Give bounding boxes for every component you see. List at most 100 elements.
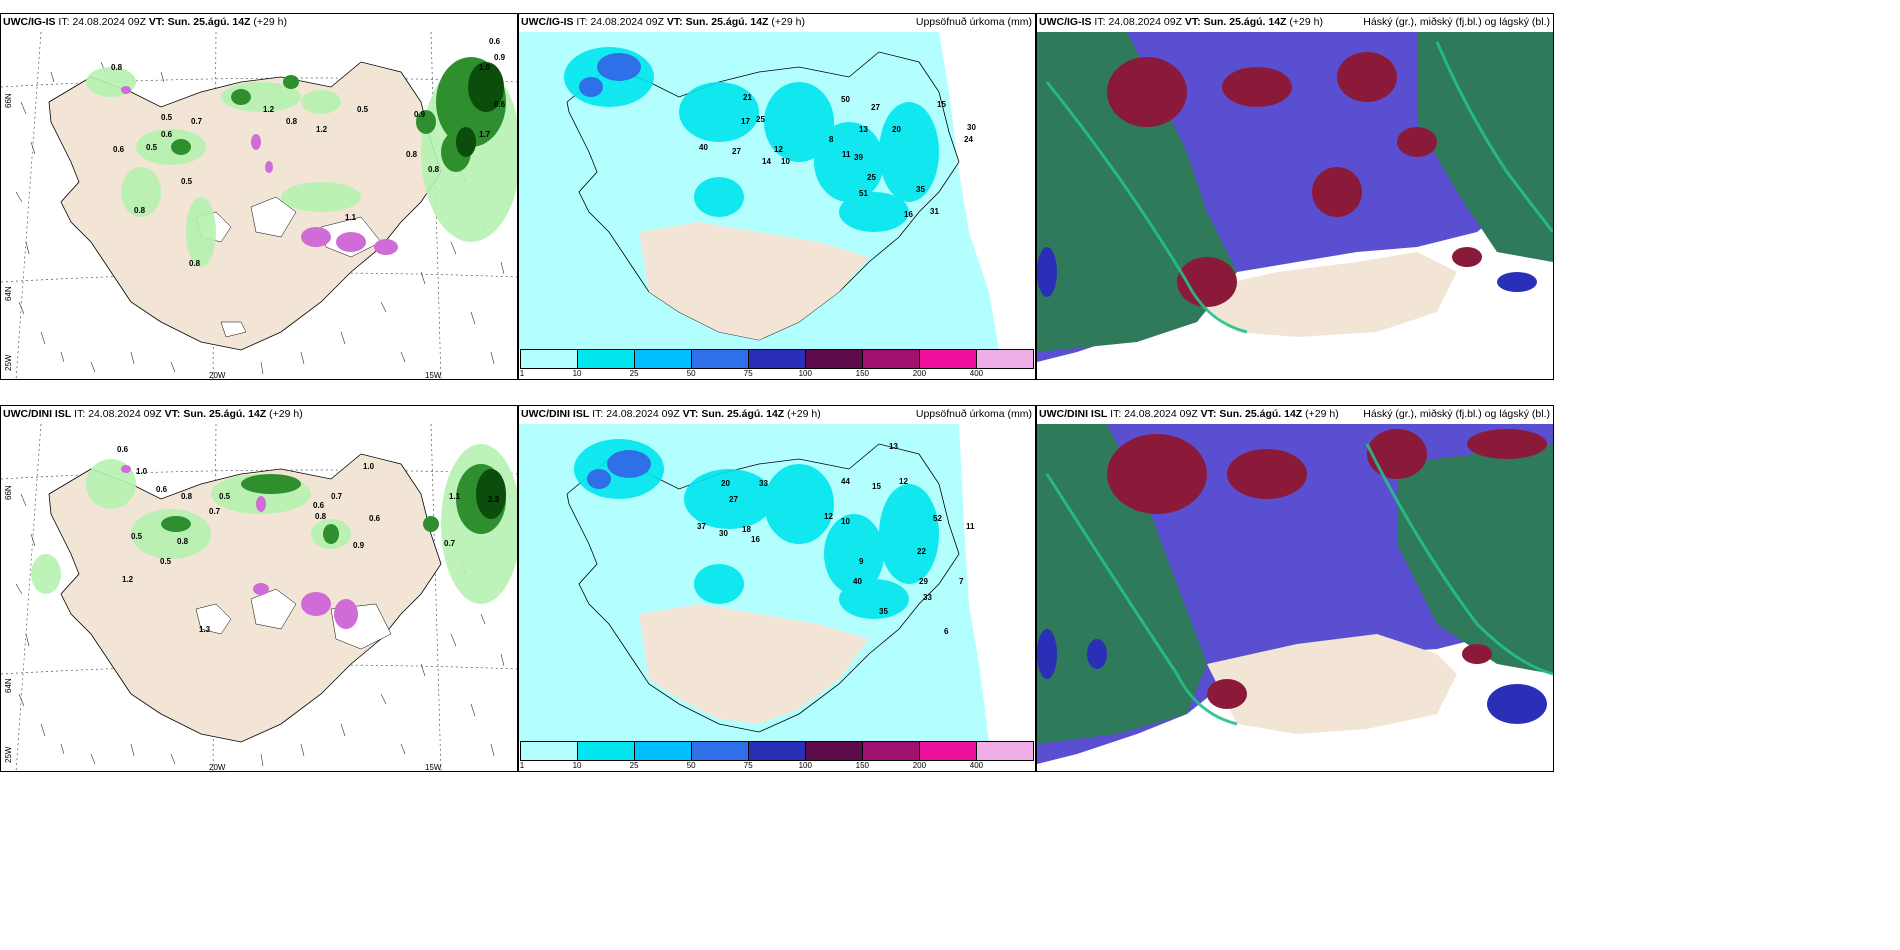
svg-text:15: 15 xyxy=(937,100,946,109)
panel-bottom-right: UWC/DINI ISL IT: 24.08.2024 09Z VT: Sun.… xyxy=(1036,405,1554,772)
lon-label-25: 25W xyxy=(4,354,13,371)
svg-text:27: 27 xyxy=(732,147,741,156)
wind-precip-map: 0.6 1.0 0.6 0.8 0.7 0.5 0.8 0.7 0.6 0.9 … xyxy=(1,424,517,771)
colorbar-swatch xyxy=(806,350,863,368)
svg-text:9: 9 xyxy=(859,557,864,566)
svg-text:1.1: 1.1 xyxy=(345,213,357,222)
accum-precip-map: 20 33 27 44 15 12 37 30 18 16 10 9 40 22… xyxy=(519,424,1035,742)
svg-text:20: 20 xyxy=(892,125,901,134)
svg-text:8: 8 xyxy=(829,135,834,144)
colorbar: 1 10 25 50 75 100 150 200 400 xyxy=(519,349,1034,378)
svg-text:0.9: 0.9 xyxy=(353,541,365,550)
svg-text:18: 18 xyxy=(742,525,751,534)
colorbar-swatch xyxy=(920,350,977,368)
svg-text:27: 27 xyxy=(729,495,738,504)
colorbar-swatch xyxy=(977,350,1034,368)
svg-text:0.5: 0.5 xyxy=(131,532,143,541)
colorbar-swatch xyxy=(635,350,692,368)
snow-magenta xyxy=(121,86,398,255)
accum-precip-map: 21 17 25 12 40 27 14 10 8 11 50 27 13 39… xyxy=(519,32,1035,350)
panel-top-middle: UWC/IG-IS IT: 24.08.2024 09Z VT: Sun. 25… xyxy=(518,13,1036,380)
svg-text:0.5: 0.5 xyxy=(181,177,193,186)
panel-bottom-left: UWC/DINI ISL IT: 24.08.2024 09Z VT: Sun.… xyxy=(0,405,518,772)
svg-text:1.2: 1.2 xyxy=(316,125,328,134)
svg-text:0.9: 0.9 xyxy=(414,110,426,119)
colorbar-swatch xyxy=(692,742,749,760)
colorbar-swatch xyxy=(977,742,1034,760)
svg-text:12: 12 xyxy=(899,477,908,486)
svg-text:7: 7 xyxy=(959,577,964,586)
lon-label-15: 15W xyxy=(425,371,442,380)
svg-text:13: 13 xyxy=(889,442,898,451)
panel-bottom-middle: UWC/DINI ISL IT: 24.08.2024 09Z VT: Sun.… xyxy=(518,405,1036,772)
svg-text:21: 21 xyxy=(743,93,752,102)
svg-text:0.8: 0.8 xyxy=(286,117,298,126)
panel-top-right: UWC/IG-IS IT: 24.08.2024 09Z VT: Sun. 25… xyxy=(1036,13,1554,380)
svg-text:0.5: 0.5 xyxy=(219,492,231,501)
panel-title: UWC/DINI ISL IT: 24.08.2024 09Z VT: Sun.… xyxy=(1039,408,1339,420)
colorbar-swatch xyxy=(521,350,578,368)
colorbar-swatch xyxy=(863,350,920,368)
svg-text:51: 51 xyxy=(859,189,868,198)
panel-subtitle: Uppsöfnuð úrkoma (mm) xyxy=(915,408,1032,420)
panel-subtitle: Uppsöfnuð úrkoma (mm) xyxy=(915,16,1032,28)
svg-text:16: 16 xyxy=(904,210,913,219)
svg-text:37: 37 xyxy=(697,522,706,531)
svg-text:0.6: 0.6 xyxy=(313,501,325,510)
svg-text:39: 39 xyxy=(854,153,863,162)
svg-text:22: 22 xyxy=(917,547,926,556)
colorbar-swatch xyxy=(749,742,806,760)
svg-text:0.6: 0.6 xyxy=(369,514,381,523)
svg-text:50: 50 xyxy=(841,95,850,104)
svg-text:27: 27 xyxy=(871,103,880,112)
svg-text:10: 10 xyxy=(781,157,790,166)
svg-text:40: 40 xyxy=(853,577,862,586)
precip-labels: 0.8 0.5 0.6 1.2 0.5 0.7 0.8 1.2 0.5 0.9 … xyxy=(111,37,506,268)
svg-text:0.8: 0.8 xyxy=(134,206,146,215)
svg-text:0.5: 0.5 xyxy=(161,113,173,122)
svg-text:52: 52 xyxy=(933,514,942,523)
panel-title: UWC/IG-IS IT: 24.08.2024 09Z VT: Sun. 25… xyxy=(1039,16,1323,28)
cloud-map xyxy=(1037,32,1553,379)
lon-label-25: 25W xyxy=(4,746,13,763)
svg-text:0.6: 0.6 xyxy=(117,445,129,454)
wind-precip-map: 0.8 0.5 0.6 1.2 0.5 0.7 0.8 1.2 0.5 0.9 … xyxy=(1,32,517,379)
colorbar-swatch xyxy=(806,742,863,760)
svg-text:30: 30 xyxy=(719,529,728,538)
svg-text:0.8: 0.8 xyxy=(181,492,193,501)
colorbar: 1 10 25 50 75 100 150 200 400 xyxy=(520,741,1034,770)
svg-text:16: 16 xyxy=(751,535,760,544)
svg-text:30: 30 xyxy=(967,123,976,132)
svg-text:0.8: 0.8 xyxy=(406,150,418,159)
svg-text:1.2: 1.2 xyxy=(263,105,275,114)
colorbar-labels: 1 10 25 50 75 100 150 200 400 xyxy=(519,369,984,378)
colorbar-swatch xyxy=(920,742,977,760)
svg-text:25: 25 xyxy=(756,115,765,124)
iceland-land xyxy=(566,51,960,341)
svg-text:1.0: 1.0 xyxy=(479,63,491,72)
svg-text:1.3: 1.3 xyxy=(199,625,211,634)
svg-text:17: 17 xyxy=(741,117,750,126)
panel-title: UWC/DINI ISL IT: 24.08.2024 09Z VT: Sun.… xyxy=(3,408,303,420)
svg-text:25: 25 xyxy=(867,173,876,182)
svg-text:0.5: 0.5 xyxy=(146,143,158,152)
svg-text:44: 44 xyxy=(841,477,850,486)
svg-text:1.0: 1.0 xyxy=(363,462,375,471)
lat-label-66: 66N xyxy=(4,93,13,108)
svg-text:40: 40 xyxy=(699,143,708,152)
panel-top-left: UWC/IG-IS IT: 24.08.2024 09Z VT: Sun. 25… xyxy=(0,13,518,380)
svg-text:0.8: 0.8 xyxy=(428,165,440,174)
svg-text:0.7: 0.7 xyxy=(331,492,343,501)
svg-text:15: 15 xyxy=(872,482,881,491)
svg-text:12: 12 xyxy=(774,145,783,154)
svg-text:0.6: 0.6 xyxy=(113,145,125,154)
lat-label-64: 64N xyxy=(4,286,13,301)
panel-title: UWC/DINI ISL IT: 24.08.2024 09Z VT: Sun.… xyxy=(521,408,821,420)
accum-labels: 21 17 25 12 40 27 14 10 8 11 50 27 13 39… xyxy=(699,93,976,219)
colorbar-swatch xyxy=(863,742,920,760)
svg-text:11: 11 xyxy=(842,150,851,159)
svg-text:0.7: 0.7 xyxy=(209,507,221,516)
svg-text:14: 14 xyxy=(762,157,771,166)
svg-text:24: 24 xyxy=(964,135,973,144)
svg-text:0.9: 0.9 xyxy=(494,53,506,62)
